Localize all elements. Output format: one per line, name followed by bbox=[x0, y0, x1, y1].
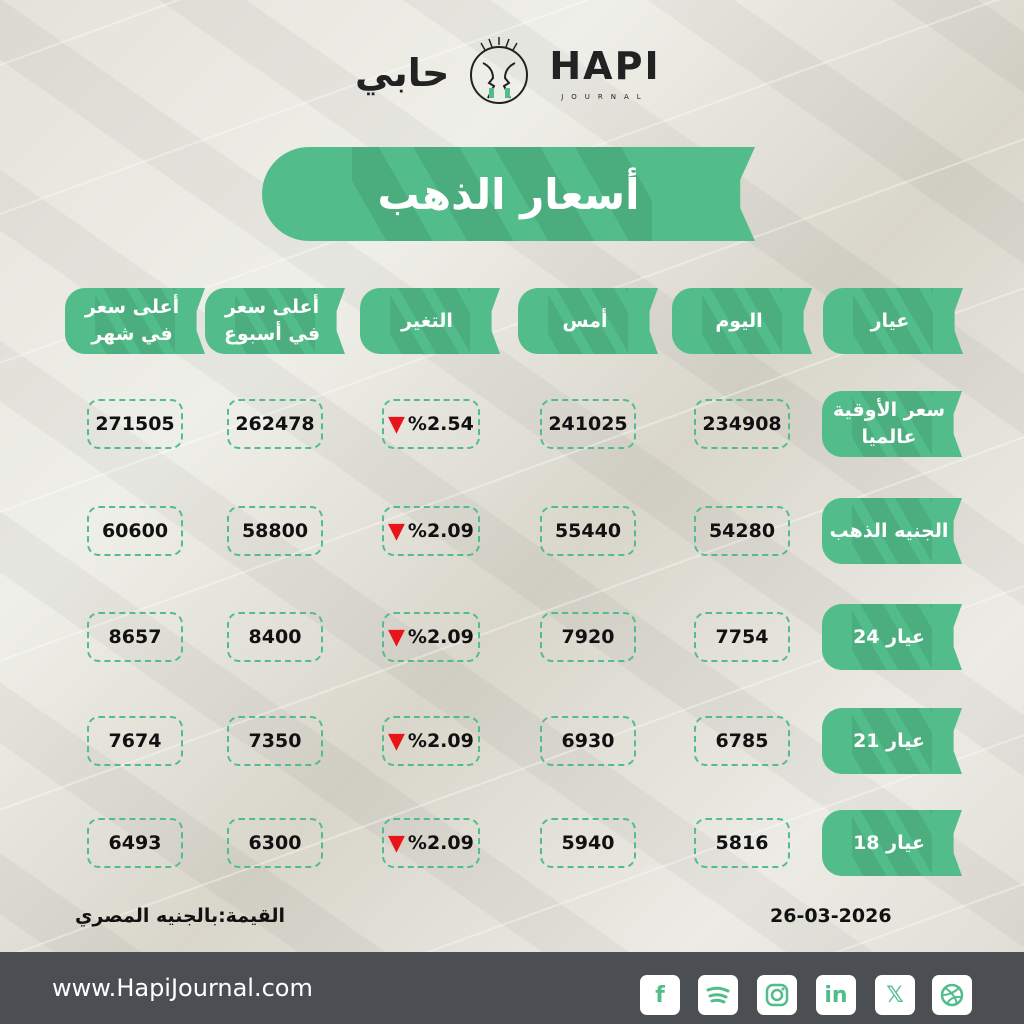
row-label: عيار 18 bbox=[822, 810, 962, 876]
logo: حابي HAPI JOURNAL bbox=[355, 28, 661, 118]
cell-yesterday: 7920 bbox=[540, 612, 636, 662]
cell-week-high: 6300 bbox=[227, 818, 323, 868]
cell-today: 6785 bbox=[694, 716, 790, 766]
cell-change: ▼ %2.09 bbox=[382, 716, 480, 766]
logo-arabic: حابي bbox=[355, 50, 450, 95]
currency-note: القيمة:بالجنيه المصري bbox=[75, 905, 286, 927]
website-link[interactable]: www.HapiJournal.com bbox=[52, 974, 313, 1002]
cell-week-high: 7350 bbox=[227, 716, 323, 766]
cell-yesterday: 241025 bbox=[540, 399, 636, 449]
cell-yesterday: 6930 bbox=[540, 716, 636, 766]
cell-today: 7754 bbox=[694, 612, 790, 662]
x-icon[interactable]: 𝕏 bbox=[875, 975, 915, 1015]
page-title: أسعار الذهب bbox=[262, 147, 755, 241]
row-label: عيار 24 bbox=[822, 604, 962, 670]
cell-month-high: 60600 bbox=[87, 506, 183, 556]
cell-today: 234908 bbox=[694, 399, 790, 449]
logo-emblem-icon bbox=[470, 37, 529, 104]
dribbble-icon[interactable] bbox=[932, 975, 972, 1015]
header-week-high: أعلى سعر في أسبوع bbox=[205, 288, 345, 354]
down-arrow-icon: ▼ bbox=[388, 728, 405, 754]
header-change: التغير bbox=[360, 288, 500, 354]
cell-change: ▼ %2.09 bbox=[382, 818, 480, 868]
cell-yesterday: 5940 bbox=[540, 818, 636, 868]
cell-week-high: 58800 bbox=[227, 506, 323, 556]
cell-month-high: 271505 bbox=[87, 399, 183, 449]
header-month-high: أعلى سعر في شهر bbox=[65, 288, 205, 354]
linkedin-icon[interactable]: in bbox=[816, 975, 856, 1015]
logo-english: HAPI bbox=[549, 43, 661, 88]
cell-week-high: 8400 bbox=[227, 612, 323, 662]
cell-month-high: 8657 bbox=[87, 612, 183, 662]
cell-today: 54280 bbox=[694, 506, 790, 556]
header-yesterday: أمس bbox=[518, 288, 658, 354]
cell-month-high: 7674 bbox=[87, 716, 183, 766]
cell-week-high: 262478 bbox=[227, 399, 323, 449]
cell-yesterday: 55440 bbox=[540, 506, 636, 556]
cell-change: ▼ %2.54 bbox=[382, 399, 480, 449]
date: 26-03-2026 bbox=[770, 905, 892, 927]
facebook-icon[interactable]: f bbox=[640, 975, 680, 1015]
cell-change: ▼ %2.09 bbox=[382, 506, 480, 556]
row-label: سعر الأوقية عالميا bbox=[822, 391, 962, 457]
header-today: اليوم bbox=[672, 288, 812, 354]
spotify-icon[interactable] bbox=[698, 975, 738, 1015]
logo-sub: JOURNAL bbox=[561, 93, 649, 102]
down-arrow-icon: ▼ bbox=[388, 624, 405, 650]
row-label: عيار 21 bbox=[822, 708, 962, 774]
down-arrow-icon: ▼ bbox=[388, 411, 405, 437]
down-arrow-icon: ▼ bbox=[388, 830, 405, 856]
row-label: الجنيه الذهب bbox=[822, 498, 962, 564]
cell-today: 5816 bbox=[694, 818, 790, 868]
instagram-icon[interactable] bbox=[757, 975, 797, 1015]
header-karat: عيار bbox=[823, 288, 963, 354]
cell-month-high: 6493 bbox=[87, 818, 183, 868]
cell-change: ▼ %2.09 bbox=[382, 612, 480, 662]
down-arrow-icon: ▼ bbox=[388, 518, 405, 544]
